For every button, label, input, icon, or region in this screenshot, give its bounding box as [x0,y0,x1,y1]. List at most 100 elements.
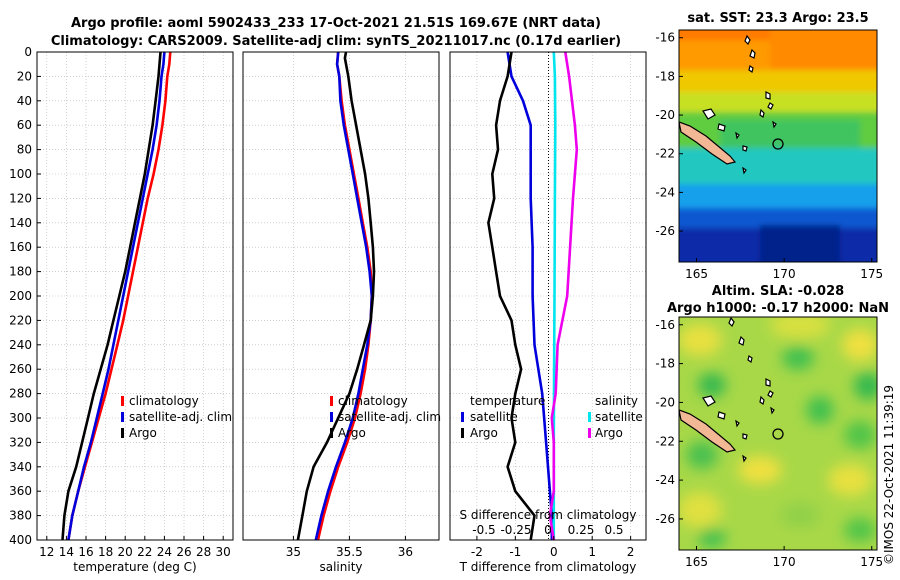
legend-swatch-climatology [330,396,333,406]
sst-field-bands [679,30,877,262]
sla-blob [679,324,722,356]
temperature-grid [37,51,233,541]
y-tick-label: 200 [9,289,32,303]
sla-islands [679,317,775,463]
x-tick-label: 35.5 [336,545,363,559]
x-tick-label: 1 [588,545,596,559]
salinity-legend: climatology satellite-adj. clim Argo [330,394,441,440]
legend-label-argo: Argo [338,426,366,440]
series-line-satellite-adj-clim [67,51,166,541]
sst-band [679,148,877,188]
legend-swatch-argo [330,428,333,438]
y-tick-label: 400 [9,533,32,547]
sst-heatmap [679,30,877,262]
x-tick-label: 22 [137,545,152,559]
y-tick-label: 60 [17,118,32,132]
sst-map-panel: sat. SST: 23.3 Argo: 23.5 [655,11,883,281]
x2-tick-label: -0.25 [500,523,531,537]
temperature-y-ticks: 0 20 40 60 80 100 120 140 160 180 200 220 240 260 280 3… [9,45,41,547]
sla-blob [828,464,872,496]
legend-header-salinity: salinity [595,394,638,408]
y-tick-label: 300 [9,411,32,425]
y-tick-label: 380 [9,509,32,523]
y-tick-label: 20 [17,69,32,83]
x-tick-label: 24 [157,545,172,559]
temperature-lines [61,51,172,541]
series-line-salinity-argo [548,51,579,541]
legend-label-satellite-adj: satellite-adj. clim [129,410,232,424]
y-tick-label: -24 [655,185,675,199]
sla-map-title-line1: Altim. SLA: -0.028 [712,284,844,299]
sla-blob [698,373,726,397]
legend-header-temperature: temperature [470,394,545,408]
y-tick-label: -20 [655,108,675,122]
y-tick-label: -16 [655,31,675,45]
legend-swatch-temperature-satellite [461,412,464,422]
sla-blob [686,441,718,469]
salinity-panel: 35 35.5 36 salinity climatology satellite-… [242,51,441,574]
series-line-temperature-satellite [506,51,554,540]
legend-swatch-argo [121,428,124,438]
x-tick-label: 170 [773,267,796,281]
x-tick-label: 30 [216,545,231,559]
x-tick-label: 0 [550,545,558,559]
new-caledonia [679,121,737,165]
series-line-temperature-argo [487,51,536,541]
y-tick-label: 260 [9,362,32,376]
legend-label-climatology: climatology [338,394,408,408]
y-tick-label: 0 [24,45,32,59]
sla-blob [782,346,814,370]
argo-location-marker [772,138,784,150]
sla-blob [854,372,877,400]
legend-swatch-temperature-argo [461,428,464,438]
y-tick-label: 100 [9,167,32,181]
sla-blob [806,396,834,424]
x-tick-label: 36 [398,545,413,559]
x2-tick-label: -0.5 [472,523,495,537]
legend-swatch-satellite-adj [121,412,124,422]
legend-label-argo: Argo [129,426,157,440]
sla-field-blobs [679,317,877,548]
difference-legend: temperature satellite Argo salinity sate… [461,394,643,440]
x-tick-label: 175 [860,267,883,281]
sla-heatmap [679,317,877,550]
sla-blob [844,518,876,542]
sla-map-title-line2: Argo h1000: -0.17 h2000: NaN [667,301,889,316]
temperature-x-ticks: 12 14 16 18 20 22 24 26 28 30 [39,536,231,559]
x-tick-label: 35 [286,545,301,559]
y-tick-label: 220 [9,313,32,327]
y-tick-label: 360 [9,484,32,498]
y-tick-label: 340 [9,460,32,474]
y-tick-label: -22 [655,147,675,161]
argo-location-marker [772,428,784,440]
x-tick-label: 165 [685,267,708,281]
sst-band [760,225,840,262]
legend-swatch-satellite-adj [330,412,333,422]
y-tick-label: 160 [9,240,32,254]
y-tick-label: 180 [9,265,32,279]
difference-x-label: T difference from climatology [459,560,637,574]
sst-map-title: sat. SST: 23.3 Argo: 23.5 [687,11,868,26]
figure-title-line2: Climatology: CARS2009. Satellite-adj cli… [51,34,621,49]
y-tick-label: 320 [9,435,32,449]
x-tick-label: 165 [685,555,708,569]
sla-map-panel: Altim. SLA: -0.028 Argo h1000: -0.17 h20… [655,284,889,569]
x-tick-label: -2 [471,545,483,559]
sst-map-x-ticks: 165 170 175 [685,258,883,281]
y-tick-label: -18 [655,69,675,83]
sla-blob [844,421,876,449]
island-outline [702,34,777,140]
x-tick-label: 18 [98,545,113,559]
legend-label-satellite-adj: satellite-adj. clim [338,410,441,424]
y-tick-label: -20 [655,395,675,409]
x-tick-label: 2 [627,545,635,559]
temperature-panel: 12 14 16 18 20 22 24 26 28 30 0 20 40 60 80 100 120 140 1… [9,45,234,574]
series-line-argo [61,51,162,541]
x2-tick-label: 0.25 [568,523,595,537]
legend-swatch-salinity-argo [588,428,591,438]
imos-watermark: ©IMOS 22-Oct-2021 11:39:19 [882,385,896,565]
difference-x-ticks: -2 -1 0 1 2 [471,536,635,559]
legend-label-climatology: climatology [129,394,199,408]
